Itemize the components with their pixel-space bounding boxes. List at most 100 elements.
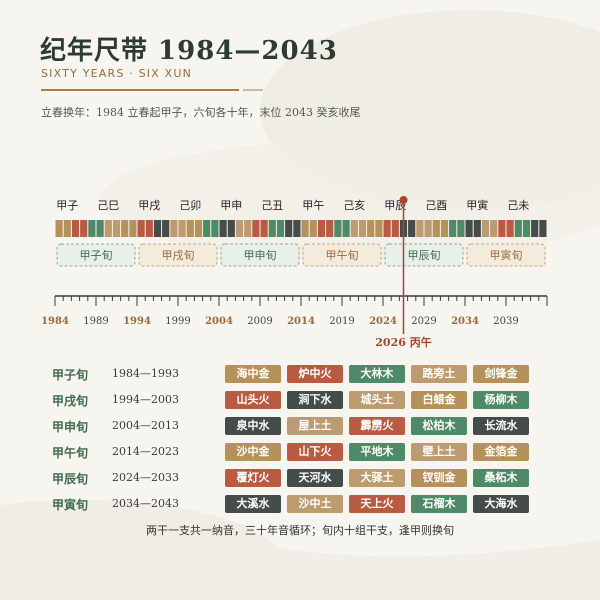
ganzhi-label: 甲戌 <box>138 199 160 212</box>
xun-group-label: 甲寅旬 <box>490 248 523 262</box>
year-cell <box>432 220 440 237</box>
year-label: 2019 <box>329 316 354 327</box>
year-cell <box>112 220 121 237</box>
ganzhi-label: 甲寅 <box>466 198 488 212</box>
nayin-chip: 壁上土 <box>411 443 467 461</box>
year-cell <box>424 220 432 237</box>
nayin-chip: 白蜡金 <box>411 391 467 409</box>
nayin-chip: 天上火 <box>349 495 405 513</box>
nayin-chip: 天河水 <box>287 469 343 487</box>
year-cell <box>252 220 260 237</box>
year-cell <box>375 220 383 237</box>
year-cell <box>440 220 449 237</box>
year-label: 1999 <box>165 316 190 327</box>
year-cell <box>55 220 63 237</box>
year-cell <box>145 220 153 237</box>
page-title: 纪年尺带 1984—2043 <box>40 36 338 66</box>
xun-group-label: 甲戌旬 <box>162 249 195 262</box>
year-cell <box>531 220 539 237</box>
year-cell <box>522 220 531 237</box>
year-label: 2004 <box>205 316 233 327</box>
year-cell <box>276 220 285 237</box>
year-label: 2024 <box>369 316 397 327</box>
year-cell <box>104 220 112 237</box>
xun-group-label: 甲申旬 <box>244 249 277 262</box>
xun-group-box <box>138 243 218 267</box>
xun-group-label: 甲午旬 <box>326 249 359 262</box>
year-cell <box>244 220 252 237</box>
row-xun-label: 甲午旬 <box>52 446 89 460</box>
row-xun-label: 甲辰旬 <box>52 472 89 486</box>
year-cell <box>539 220 547 237</box>
year-cell <box>96 220 104 237</box>
year-cell <box>498 220 506 237</box>
ganzhi-label: 己亥 <box>343 198 365 212</box>
xun-group-box <box>56 243 136 267</box>
nayin-chip: 沙中金 <box>225 443 281 461</box>
row-year-range: 1984—1993 <box>112 367 179 380</box>
year-cell <box>121 220 129 237</box>
ganzhi-label: 甲子 <box>56 199 78 212</box>
nayin-chip: 剑锋金 <box>473 365 529 383</box>
year-cell <box>326 220 334 237</box>
year-cell <box>317 220 326 237</box>
year-cell <box>350 220 358 237</box>
year-cell <box>178 220 186 237</box>
xun-group-label: 甲子旬 <box>80 249 113 262</box>
nayin-chip: 金箔金 <box>473 443 529 461</box>
year-cell <box>63 220 71 237</box>
year-label: 2039 <box>493 316 518 327</box>
row-year-range: 1994—2003 <box>112 393 179 406</box>
year-cell <box>358 220 367 237</box>
nayin-chip: 大林木 <box>349 365 405 383</box>
ganzhi-label: 己卯 <box>179 199 201 212</box>
xun-group-box <box>220 243 300 267</box>
current-year-label: 2026 丙午 <box>375 335 431 349</box>
xun-group-label: 甲辰旬 <box>408 249 441 262</box>
year-cell <box>481 220 490 237</box>
page-description: 立春换年：1984 立春起甲子，六旬各十年，末位 2043 癸亥收尾 <box>41 106 361 119</box>
year-cell <box>391 220 399 237</box>
year-label: 2029 <box>411 316 436 327</box>
nayin-chip: 山头火 <box>225 391 281 409</box>
year-cell <box>137 220 145 237</box>
year-cell <box>227 220 235 237</box>
year-cell <box>170 220 178 237</box>
current-year-dot <box>399 196 408 204</box>
row-year-range: 2014—2023 <box>112 445 179 458</box>
year-cell <box>473 220 481 237</box>
nayin-chip: 炉中火 <box>287 365 343 383</box>
nayin-chip: 海中金 <box>225 365 281 383</box>
year-cell <box>260 220 268 237</box>
nayin-chip: 杨柳木 <box>473 391 529 409</box>
ganzhi-label: 己未 <box>507 199 529 212</box>
ganzhi-label: 甲申 <box>220 199 242 212</box>
year-cell <box>342 220 350 237</box>
xun-group-box <box>384 243 464 267</box>
year-cell <box>383 220 391 237</box>
year-cell <box>194 220 203 237</box>
row-xun-label: 甲子旬 <box>52 368 89 382</box>
nayin-chip: 大溪水 <box>225 495 281 513</box>
ganzhi-label: 己酉 <box>425 199 447 212</box>
nayin-chip: 路旁土 <box>411 365 467 383</box>
year-cell <box>514 220 522 237</box>
nayin-chip: 平地木 <box>349 443 405 461</box>
year-cell <box>465 220 473 237</box>
row-year-range: 2024—2033 <box>112 471 179 484</box>
year-cell <box>129 220 137 237</box>
xun-group-box <box>302 243 382 267</box>
year-cell <box>301 220 309 237</box>
year-cell <box>506 220 514 237</box>
year-label: 1989 <box>83 316 108 327</box>
year-cell <box>153 220 162 237</box>
nayin-chip: 山下火 <box>287 443 343 461</box>
row-xun-label: 甲寅旬 <box>52 498 89 512</box>
row-year-range: 2004—2013 <box>112 419 179 432</box>
ganzhi-label: 己巳 <box>97 199 119 212</box>
year-cell <box>235 220 244 237</box>
year-cell <box>449 220 457 237</box>
year-cell <box>490 220 498 237</box>
ganzhi-label: 己丑 <box>261 199 283 212</box>
